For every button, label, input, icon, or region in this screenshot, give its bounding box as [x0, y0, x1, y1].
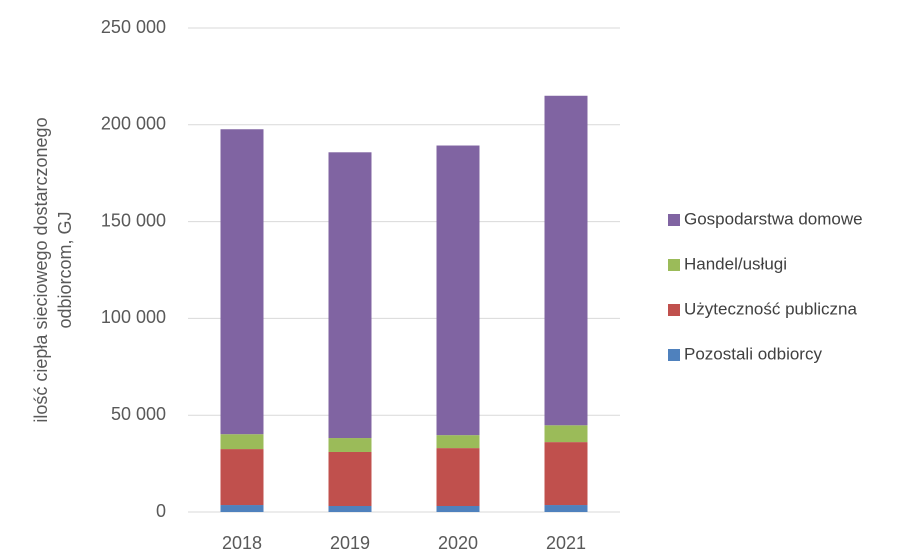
- bar-segment: [544, 95, 588, 426]
- legend-swatch: [668, 349, 680, 361]
- x-tick-label: 2020: [438, 533, 478, 553]
- x-tick-label: 2021: [546, 533, 586, 553]
- bar-segment: [436, 505, 480, 512]
- y-tick-label: 150 000: [101, 210, 166, 230]
- bar-segment: [436, 435, 480, 449]
- bar-segment: [220, 449, 264, 506]
- legend-label: Gospodarstwa domowe: [684, 209, 863, 228]
- bar-segment: [220, 129, 264, 435]
- legend-label: Pozostali odbiorcy: [684, 344, 822, 363]
- legend-label: Handel/usługi: [684, 254, 787, 273]
- bar-segment: [328, 438, 372, 452]
- x-tick-label: 2018: [222, 533, 262, 553]
- bar-segment: [436, 448, 480, 506]
- bar-segment: [544, 425, 588, 443]
- y-tick-label: 100 000: [101, 307, 166, 327]
- y-tick-label: 50 000: [111, 404, 166, 424]
- x-tick-label: 2019: [330, 533, 370, 553]
- legend: Pozostali odbiorcy Użyteczność publiczna H…: [668, 209, 863, 363]
- bar-segment: [220, 434, 264, 450]
- legend-swatch: [668, 214, 680, 226]
- bar-segment: [436, 145, 480, 436]
- y-tick-label: 200 000: [101, 114, 166, 134]
- y-tick-label: 250 000: [101, 17, 166, 37]
- bar-segment: [220, 505, 264, 512]
- legend-swatch: [668, 304, 680, 316]
- bar-segment: [328, 505, 372, 512]
- y-tick-label: 0: [156, 501, 166, 521]
- bar-segment: [328, 451, 372, 506]
- bar-segment: [544, 505, 588, 512]
- y-axis-title: ilość ciepła sieciowego dostarczonego od…: [31, 117, 75, 422]
- legend-label: Użyteczność publiczna: [684, 299, 857, 318]
- y-axis-title-line: odbiorcom, GJ: [55, 211, 75, 328]
- bar-segment: [544, 442, 588, 506]
- bar-segment: [328, 152, 372, 439]
- legend-swatch: [668, 259, 680, 271]
- y-axis-title-line: ilość ciepła sieciowego dostarczonego: [31, 117, 51, 422]
